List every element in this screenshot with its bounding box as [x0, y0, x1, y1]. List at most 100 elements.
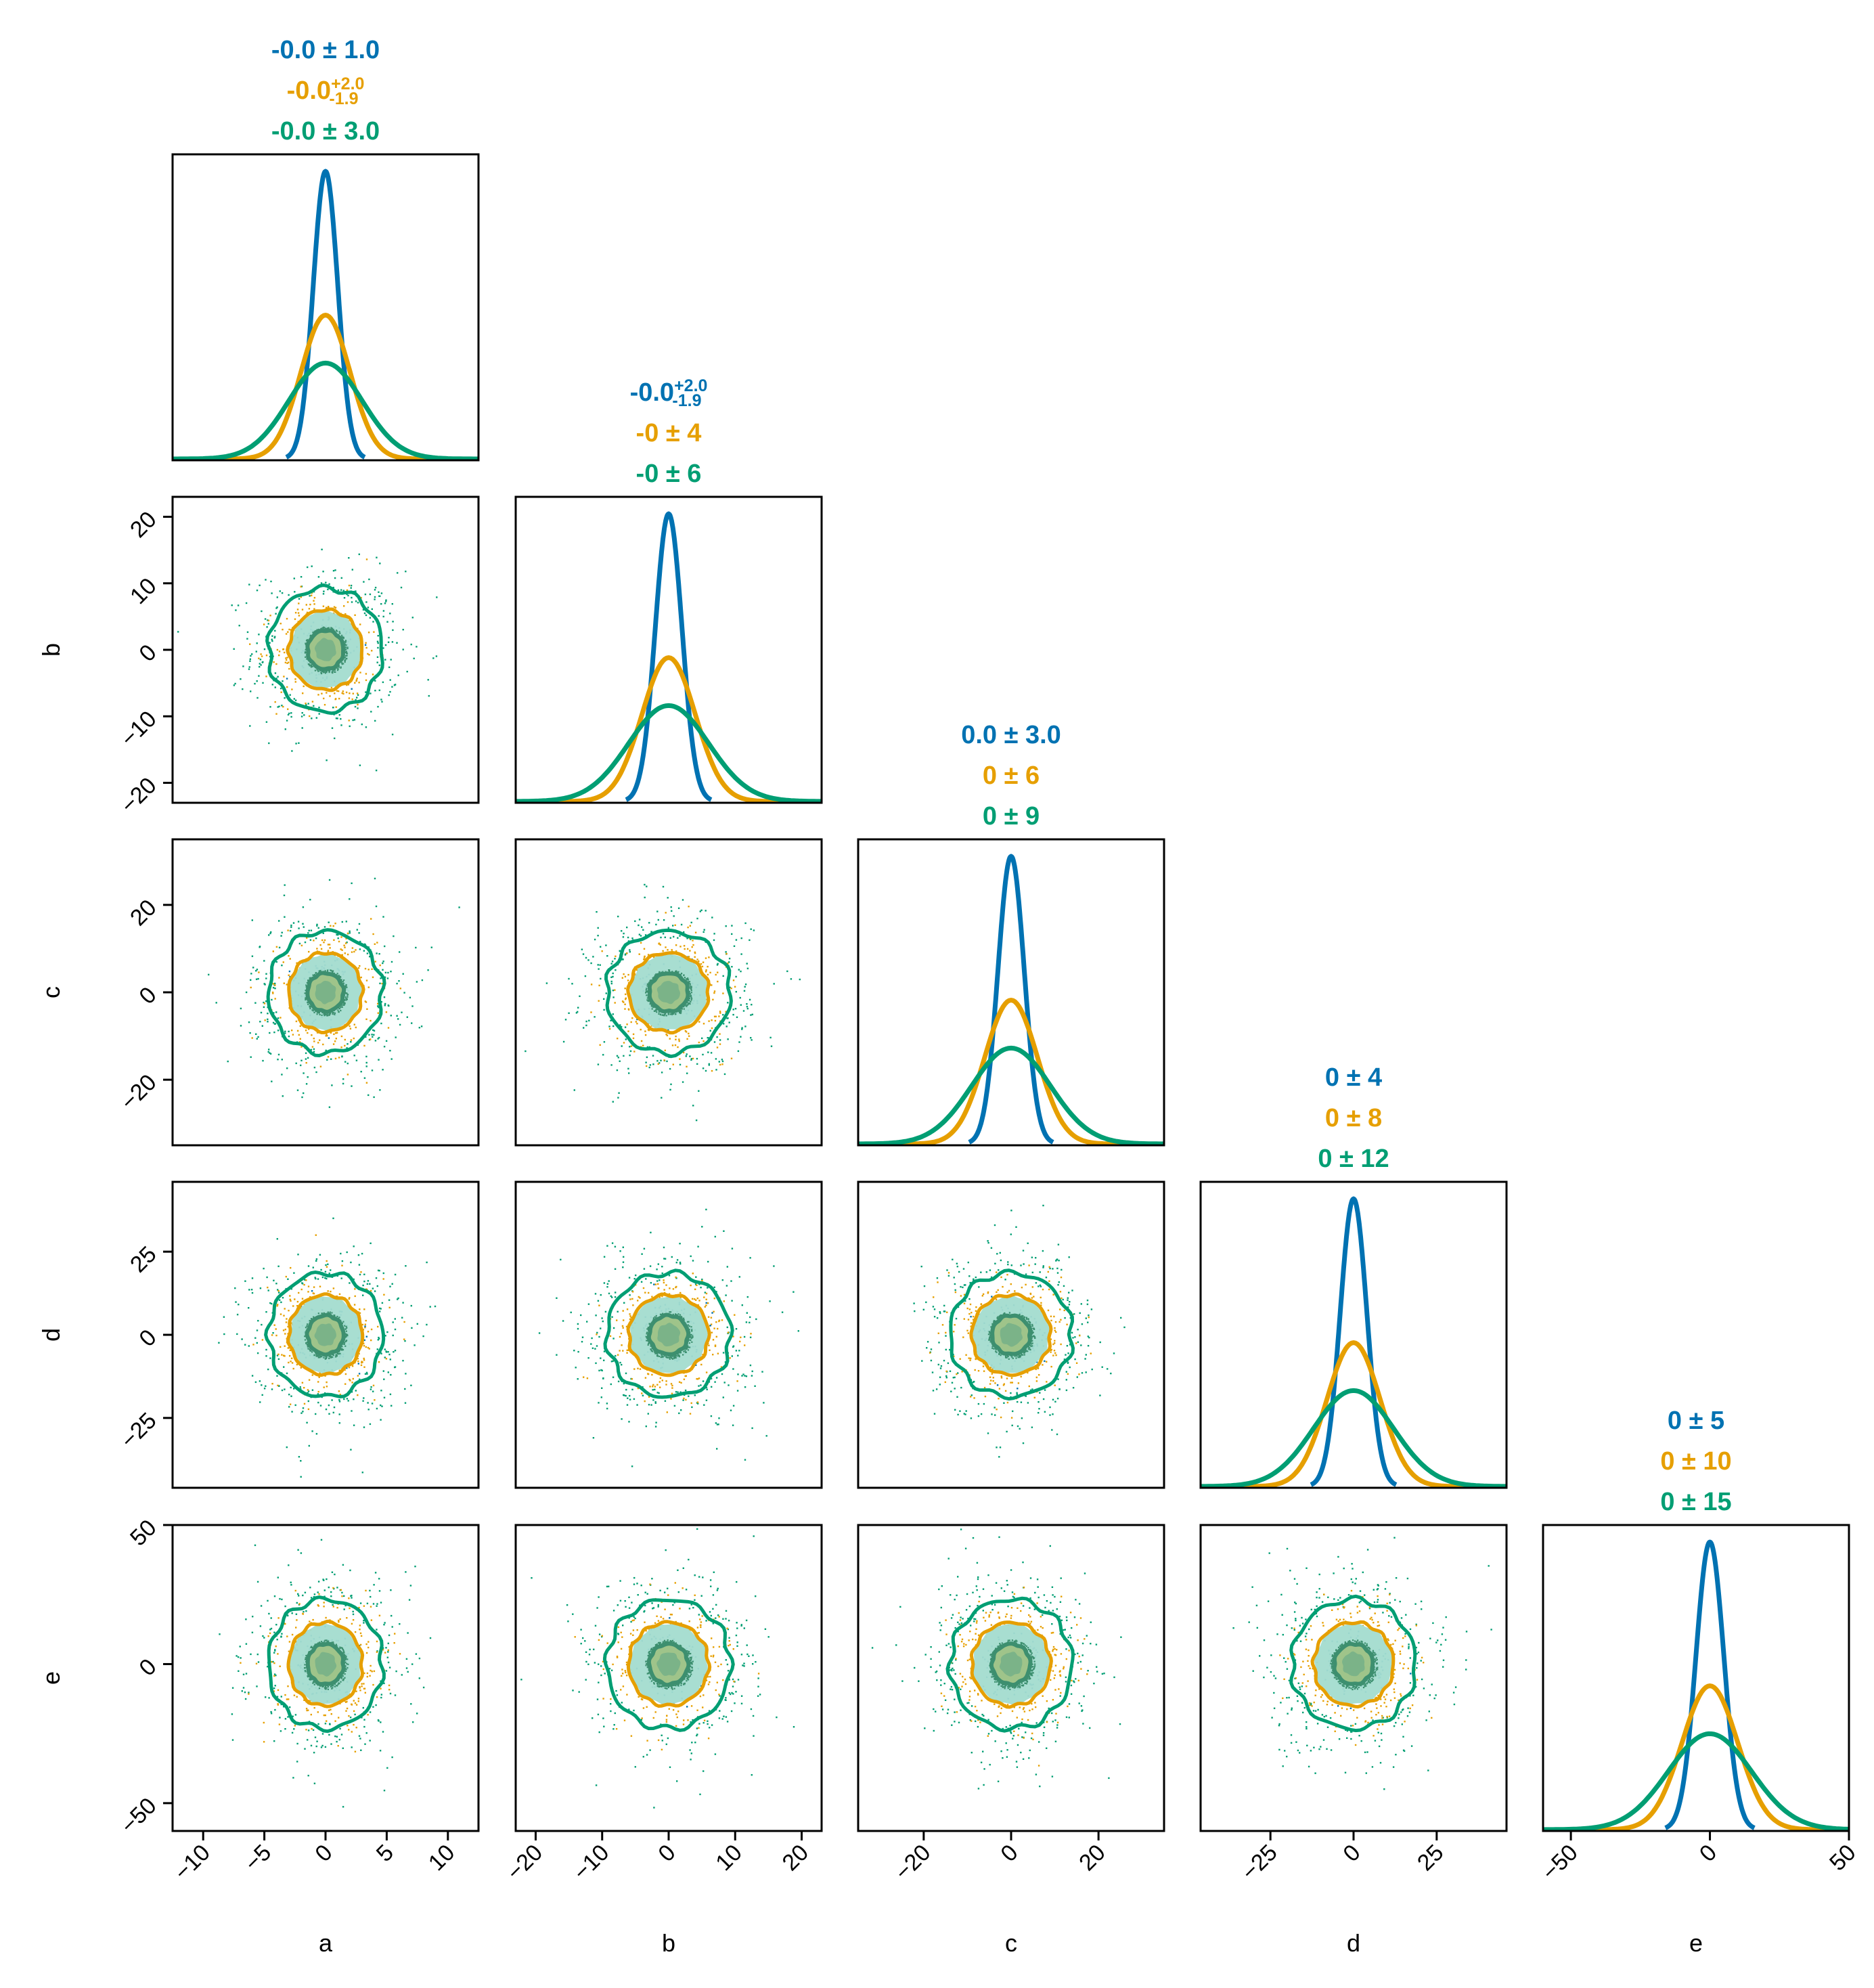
scatter-point	[673, 1405, 676, 1407]
scatter-point	[427, 969, 429, 971]
scatter-point	[666, 1356, 668, 1359]
scatter-point	[656, 1384, 659, 1386]
scatter-point	[300, 944, 303, 947]
scatter-point	[709, 971, 711, 974]
contour-line-series-3	[265, 583, 384, 715]
scatter-point	[730, 1409, 732, 1411]
scatter-point	[336, 669, 339, 671]
scatter-point	[288, 1406, 290, 1408]
scatter-point	[307, 1265, 310, 1267]
scatter-point	[717, 963, 719, 965]
scatter-point	[622, 1246, 624, 1248]
scatter-point	[344, 659, 346, 662]
scatter-point	[673, 935, 675, 938]
scatter-point	[711, 1331, 713, 1333]
scatter-point	[298, 927, 300, 929]
scatter-point	[652, 1389, 654, 1391]
scatter-point	[344, 646, 347, 648]
scatter-point	[341, 662, 343, 664]
scatter-point	[421, 979, 424, 981]
scatter-point	[629, 1298, 631, 1300]
scatter-point	[365, 646, 367, 649]
scatter-point	[622, 1327, 624, 1329]
scatter-point	[669, 1013, 671, 1015]
scatter-point	[690, 1340, 692, 1342]
scatter-point	[276, 1305, 278, 1307]
scatter-point	[177, 631, 179, 633]
scatter-point	[661, 1355, 663, 1357]
scatter-point	[719, 1033, 721, 1035]
scatter-point	[316, 923, 318, 926]
scatter-point	[300, 1046, 303, 1048]
scatter-point	[346, 942, 348, 944]
scatter-point	[683, 945, 686, 947]
scatter-point	[301, 1282, 303, 1284]
scatter-point	[305, 998, 307, 1001]
scatter-point	[619, 1250, 621, 1252]
scatter-point	[598, 1304, 600, 1306]
scatter-point	[344, 986, 347, 988]
scatter-point	[641, 1253, 643, 1255]
scatter-point	[256, 642, 258, 644]
scatter-point	[325, 581, 327, 583]
scatter-point	[394, 1350, 397, 1352]
scatter-point	[311, 1290, 313, 1292]
scatter-point	[269, 1053, 272, 1055]
scatter-point	[729, 1357, 731, 1359]
scatter-point	[379, 562, 381, 565]
scatter-point	[301, 1298, 304, 1300]
scatter-point	[345, 942, 347, 944]
scatter-point	[372, 1287, 374, 1289]
scatter-point	[382, 610, 385, 612]
scatter-point	[367, 1346, 370, 1349]
scatter-point	[673, 1357, 675, 1359]
scatter-point	[384, 976, 386, 978]
scatter-point	[348, 720, 350, 722]
scatter-point	[596, 1345, 598, 1347]
scatter-point	[363, 943, 366, 946]
scatter-point	[573, 1089, 575, 1091]
scatter-point	[313, 1011, 315, 1013]
scatter-point	[731, 925, 733, 927]
scatter-point	[332, 1353, 334, 1355]
scatter-point	[623, 932, 625, 935]
scatter-point	[343, 605, 345, 607]
scatter-point	[696, 1377, 698, 1380]
scatter-point	[684, 1350, 686, 1352]
scatter-point	[667, 897, 669, 899]
scatter-point	[659, 1381, 661, 1383]
scatter-point	[594, 1293, 597, 1295]
scatter-point	[687, 1003, 690, 1005]
scatter-point	[349, 1297, 351, 1299]
scatter-point	[328, 944, 331, 946]
scatter-point	[297, 612, 300, 614]
scatter-point	[338, 1057, 340, 1059]
scatter-point	[698, 960, 700, 963]
scatter-point	[707, 1260, 709, 1263]
scatter-point	[324, 704, 326, 706]
scatter-point	[742, 1010, 745, 1012]
scatter-point	[662, 885, 665, 888]
scatter-point	[274, 701, 276, 703]
scatter-point	[264, 1019, 266, 1021]
y-tick-label-b: −10	[116, 706, 162, 752]
scatter-point	[322, 571, 324, 573]
scatter-point	[238, 625, 240, 627]
scatter-point	[330, 1013, 332, 1015]
scatter-point	[619, 1350, 621, 1352]
scatter-point	[259, 946, 261, 948]
scatter-point	[621, 958, 623, 960]
scatter-point	[360, 1071, 362, 1073]
scatter-point	[667, 1029, 669, 1031]
scatter-point	[343, 597, 346, 599]
scatter-point	[649, 1386, 651, 1388]
scatter-point	[732, 1405, 735, 1407]
scatter-point	[732, 1368, 734, 1370]
scatter-point	[261, 1384, 263, 1386]
scatter-point	[361, 723, 363, 726]
scatter-point	[334, 1012, 336, 1014]
scatter-point	[420, 1025, 423, 1028]
scatter-point	[797, 1330, 799, 1332]
scatter-point	[288, 1310, 290, 1312]
scatter-point	[606, 1286, 608, 1288]
